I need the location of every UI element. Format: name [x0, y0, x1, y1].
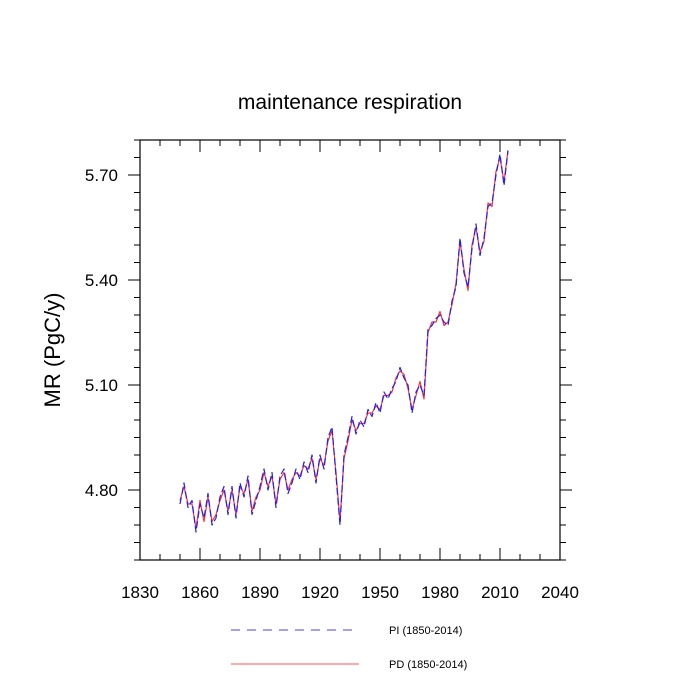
x-tick-labels: 1830 1860 1890 1920 1950 1980 2010 2040 [121, 583, 579, 602]
series-lines [179, 150, 509, 533]
x-tick-label: 1950 [361, 583, 399, 602]
legend-label-pi: PI (1850-2014) [389, 625, 462, 637]
y-axis-label: MR (PgC/y) [40, 293, 65, 408]
legend-label-pd: PD (1850-2014) [389, 659, 467, 671]
plot-frame [139, 139, 561, 561]
series-line-pi [179, 150, 509, 533]
x-tick-label: 2010 [481, 583, 519, 602]
x-tick-label: 1980 [421, 583, 459, 602]
x-tick-label: 2040 [541, 583, 579, 602]
x-tick-label: 1890 [241, 583, 279, 602]
y-tick-label: 5.10 [85, 376, 118, 395]
y-tick-label: 5.70 [85, 166, 118, 185]
x-tick-label: 1830 [121, 583, 159, 602]
legend: PI (1850-2014) PD (1850-2014) [231, 625, 467, 671]
axis-ticks [128, 139, 572, 561]
y-tick-label: 5.40 [85, 271, 118, 290]
y-tick-label: 4.80 [85, 481, 118, 500]
x-tick-label: 1920 [301, 583, 339, 602]
series-line-pd [179, 150, 509, 530]
x-tick-label: 1860 [181, 583, 219, 602]
y-tick-labels: 4.80 5.10 5.40 5.70 [85, 166, 118, 500]
chart-title: maintenance respiration [238, 91, 462, 114]
